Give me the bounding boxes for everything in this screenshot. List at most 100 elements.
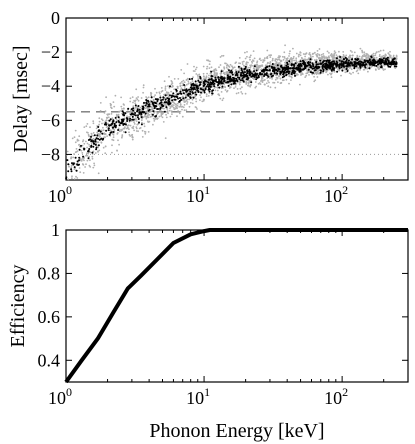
gray-data-point	[308, 53, 310, 55]
gray-data-point	[214, 68, 217, 70]
black-data-point	[387, 59, 390, 62]
y-tick-label: −4	[41, 76, 60, 96]
gray-data-point	[76, 177, 79, 179]
black-data-point	[129, 117, 132, 120]
black-data-point	[312, 71, 314, 74]
gray-data-point	[120, 105, 123, 108]
gray-data-point	[310, 56, 312, 59]
black-data-point	[205, 80, 208, 83]
black-data-point	[197, 90, 200, 93]
gray-data-point	[186, 101, 189, 103]
gray-data-point	[338, 50, 340, 53]
black-data-point	[229, 71, 232, 74]
gray-data-point	[135, 106, 137, 108]
y-tick-label: 0.8	[38, 263, 61, 283]
black-data-point	[345, 59, 348, 62]
black-data-point	[242, 76, 245, 79]
gray-data-point	[97, 146, 100, 149]
black-data-point	[211, 92, 214, 95]
gray-data-point	[274, 86, 277, 89]
gray-data-point	[82, 140, 84, 143]
gray-data-point	[326, 50, 329, 53]
gray-data-point	[149, 101, 152, 104]
gray-data-point	[288, 74, 291, 77]
gray-data-point	[295, 57, 298, 60]
black-data-point	[143, 101, 145, 104]
gray-data-point	[187, 82, 190, 85]
black-data-point	[331, 60, 334, 63]
gray-data-point	[87, 132, 89, 134]
gray-data-point	[245, 82, 248, 84]
gray-data-point	[144, 114, 146, 117]
gray-data-point	[249, 54, 252, 57]
gray-data-point	[153, 111, 156, 114]
gray-data-point	[131, 96, 134, 98]
gray-data-point	[223, 67, 226, 70]
gray-data-point	[71, 175, 73, 178]
black-data-point	[202, 85, 205, 87]
gray-data-point	[109, 129, 112, 132]
gray-data-point	[70, 156, 73, 159]
black-data-point	[153, 107, 156, 110]
gray-data-point	[242, 60, 245, 63]
black-data-point	[246, 69, 249, 72]
gray-data-point	[201, 86, 204, 89]
black-data-point	[178, 99, 181, 102]
gray-data-point	[194, 106, 197, 108]
gray-data-point	[223, 71, 226, 74]
x-tick-label: 101	[186, 183, 210, 206]
gray-data-point	[135, 120, 138, 122]
black-data-point	[356, 59, 359, 61]
black-data-point	[148, 105, 151, 108]
gray-data-point	[238, 62, 240, 64]
gray-data-point	[324, 69, 327, 72]
gray-data-point	[129, 97, 132, 100]
black-data-point	[237, 71, 240, 74]
gray-data-point	[206, 65, 209, 68]
black-data-point	[209, 81, 212, 84]
gray-data-point	[280, 68, 283, 70]
gray-data-point	[301, 72, 304, 75]
black-data-point	[144, 104, 147, 107]
black-data-point	[107, 129, 110, 132]
gray-data-point	[127, 116, 130, 118]
gray-data-point	[171, 113, 173, 115]
black-data-point	[384, 62, 387, 65]
black-data-point	[345, 65, 348, 68]
black-data-point	[342, 64, 345, 67]
black-data-point	[166, 97, 169, 100]
gray-data-point	[135, 88, 138, 91]
black-data-point	[355, 65, 358, 67]
black-data-point	[168, 103, 171, 105]
gray-data-point	[154, 87, 156, 90]
gray-data-point	[66, 150, 69, 153]
black-data-point	[265, 72, 268, 75]
gray-data-point	[195, 66, 198, 69]
gray-data-point	[219, 64, 222, 66]
black-data-point	[140, 123, 143, 126]
gray-data-point	[317, 61, 320, 64]
black-data-point	[214, 76, 217, 79]
black-data-point	[218, 78, 220, 81]
gray-data-point	[249, 85, 252, 88]
black-data-point	[255, 78, 258, 81]
black-data-point	[83, 148, 86, 151]
black-data-point	[208, 90, 211, 93]
gray-data-point	[263, 83, 266, 86]
black-data-point	[324, 66, 327, 69]
gray-data-point	[366, 63, 369, 66]
gray-data-point	[325, 70, 328, 73]
black-data-point	[293, 72, 296, 75]
black-data-point	[243, 71, 246, 74]
black-data-point	[346, 70, 349, 72]
black-data-point	[193, 86, 196, 89]
gray-data-point	[118, 118, 121, 120]
black-data-point	[94, 143, 97, 146]
black-data-point	[288, 70, 291, 73]
y-tick-label: 0.6	[38, 307, 61, 327]
black-data-point	[175, 95, 178, 98]
y-tick-label: 0	[51, 8, 60, 28]
gray-data-point	[181, 84, 184, 87]
black-data-point	[70, 168, 73, 171]
gray-data-point	[395, 54, 398, 57]
